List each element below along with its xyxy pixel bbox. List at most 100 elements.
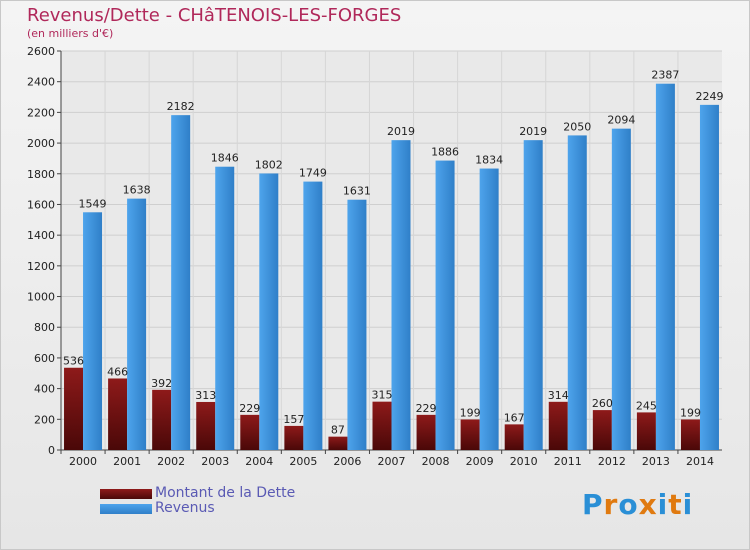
bar-dette [416, 414, 436, 450]
y-tick-label: 800 [34, 321, 55, 334]
bar-dette [108, 378, 128, 450]
data-label-dette: 536 [63, 355, 84, 368]
data-label-dette: 157 [283, 413, 304, 426]
x-tick-label: 2006 [333, 455, 361, 468]
bar-revenus [435, 160, 455, 450]
bar-dette [328, 436, 348, 450]
y-tick-label: 1800 [27, 168, 55, 181]
bar-revenus [171, 115, 191, 451]
data-label-revenus: 1886 [431, 146, 459, 159]
data-label-revenus: 1549 [79, 197, 107, 210]
bar-revenus [391, 140, 411, 451]
y-tick-label: 200 [34, 413, 55, 426]
chart-subtitle: (en milliers d'€) [27, 27, 114, 40]
bar-revenus [479, 168, 499, 450]
legend-label-revenus: Revenus [155, 500, 215, 516]
chart-title: Revenus/Dette - CHâTENOIS-LES-FORGES [27, 5, 402, 26]
data-label-revenus: 1638 [123, 184, 151, 197]
bar-dette [196, 401, 216, 450]
proxiti-logo: Proxiti [582, 488, 693, 521]
bar-revenus [699, 104, 719, 451]
y-tick-label: 1200 [27, 260, 55, 273]
bar-dette [636, 412, 656, 450]
x-tick-label: 2003 [201, 455, 229, 468]
y-tick-label: 1600 [27, 198, 55, 211]
data-label-revenus: 2019 [519, 125, 547, 138]
bar-dette [548, 401, 568, 450]
bar-revenus [83, 212, 103, 450]
data-label-revenus: 1631 [343, 185, 371, 198]
bar-dette [64, 367, 84, 450]
bar-dette [240, 414, 260, 450]
x-tick-label: 2010 [510, 455, 538, 468]
data-label-dette: 167 [504, 411, 525, 424]
logo-letter: r [603, 488, 619, 521]
bar-revenus [523, 140, 543, 451]
bar-revenus [611, 128, 631, 450]
legend-swatch-revenus [100, 504, 152, 514]
data-label-dette: 229 [416, 402, 437, 415]
bar-dette [284, 425, 304, 450]
logo-letter: o [618, 488, 639, 521]
logo-letter: i [657, 488, 669, 521]
bar-revenus [303, 181, 323, 450]
bar-revenus [567, 135, 587, 450]
x-tick-label: 2008 [422, 455, 450, 468]
data-label-revenus: 1846 [211, 152, 239, 165]
logo-letter: i [682, 488, 694, 521]
x-tick-label: 2009 [466, 455, 494, 468]
data-label-dette: 87 [331, 424, 345, 437]
data-label-dette: 315 [372, 389, 393, 402]
x-tick-label: 2005 [289, 455, 317, 468]
logo-letter: P [582, 488, 604, 521]
data-label-dette: 199 [460, 406, 481, 419]
x-tick-label: 2001 [113, 455, 141, 468]
data-label-dette: 392 [151, 377, 172, 390]
y-tick-label: 400 [34, 383, 55, 396]
bar-dette [680, 419, 700, 450]
legend-swatch-dette [100, 489, 152, 499]
data-labels: 536 1549 466 1638 392 2182 313 1846 229 1802 157 17… [63, 69, 723, 437]
data-label-dette: 466 [107, 365, 128, 378]
data-label-dette: 314 [548, 389, 569, 402]
data-label-revenus: 2050 [563, 120, 591, 133]
y-tick-label: 0 [48, 444, 55, 457]
y-tick-label: 2200 [27, 106, 55, 119]
x-tick-label: 2007 [378, 455, 406, 468]
bar-dette [152, 389, 172, 450]
x-tick-label: 2012 [598, 455, 626, 468]
data-label-revenus: 1749 [299, 167, 327, 180]
x-tick-label: 2004 [245, 455, 273, 468]
bar-dette [592, 410, 612, 450]
axes: 0 200 400 600 800 1000 1200 1400 1600 1800 2000 220… [27, 45, 722, 468]
logo-letter: x [638, 488, 658, 521]
x-tick-label: 2000 [69, 455, 97, 468]
bar-dette [460, 419, 480, 450]
y-tick-label: 1000 [27, 291, 55, 304]
data-label-dette: 260 [592, 397, 613, 410]
x-tick-label: 2014 [686, 455, 714, 468]
y-tick-label: 2000 [27, 137, 55, 150]
data-label-revenus: 1834 [475, 154, 503, 167]
bar-revenus [655, 83, 675, 450]
data-label-revenus: 2387 [651, 69, 679, 82]
legend-label-dette: Montant de la Dette [155, 485, 296, 501]
bar-revenus [347, 199, 367, 450]
data-label-revenus: 2094 [607, 114, 635, 127]
bar-dette [372, 401, 392, 450]
data-label-revenus: 2019 [387, 125, 415, 138]
data-label-dette: 313 [195, 389, 216, 402]
data-label-dette: 245 [636, 399, 657, 412]
x-tick-label: 2002 [157, 455, 185, 468]
y-tick-label: 1400 [27, 229, 55, 242]
y-tick-label: 2400 [27, 76, 55, 89]
bar-revenus [259, 173, 279, 450]
logo-letter: t [668, 488, 683, 521]
data-label-revenus: 2182 [167, 100, 195, 113]
data-label-dette: 199 [680, 406, 701, 419]
bar-revenus [127, 198, 147, 450]
x-tick-label: 2013 [642, 455, 670, 468]
data-label-revenus: 1802 [255, 158, 283, 171]
y-tick-label: 600 [34, 352, 55, 365]
